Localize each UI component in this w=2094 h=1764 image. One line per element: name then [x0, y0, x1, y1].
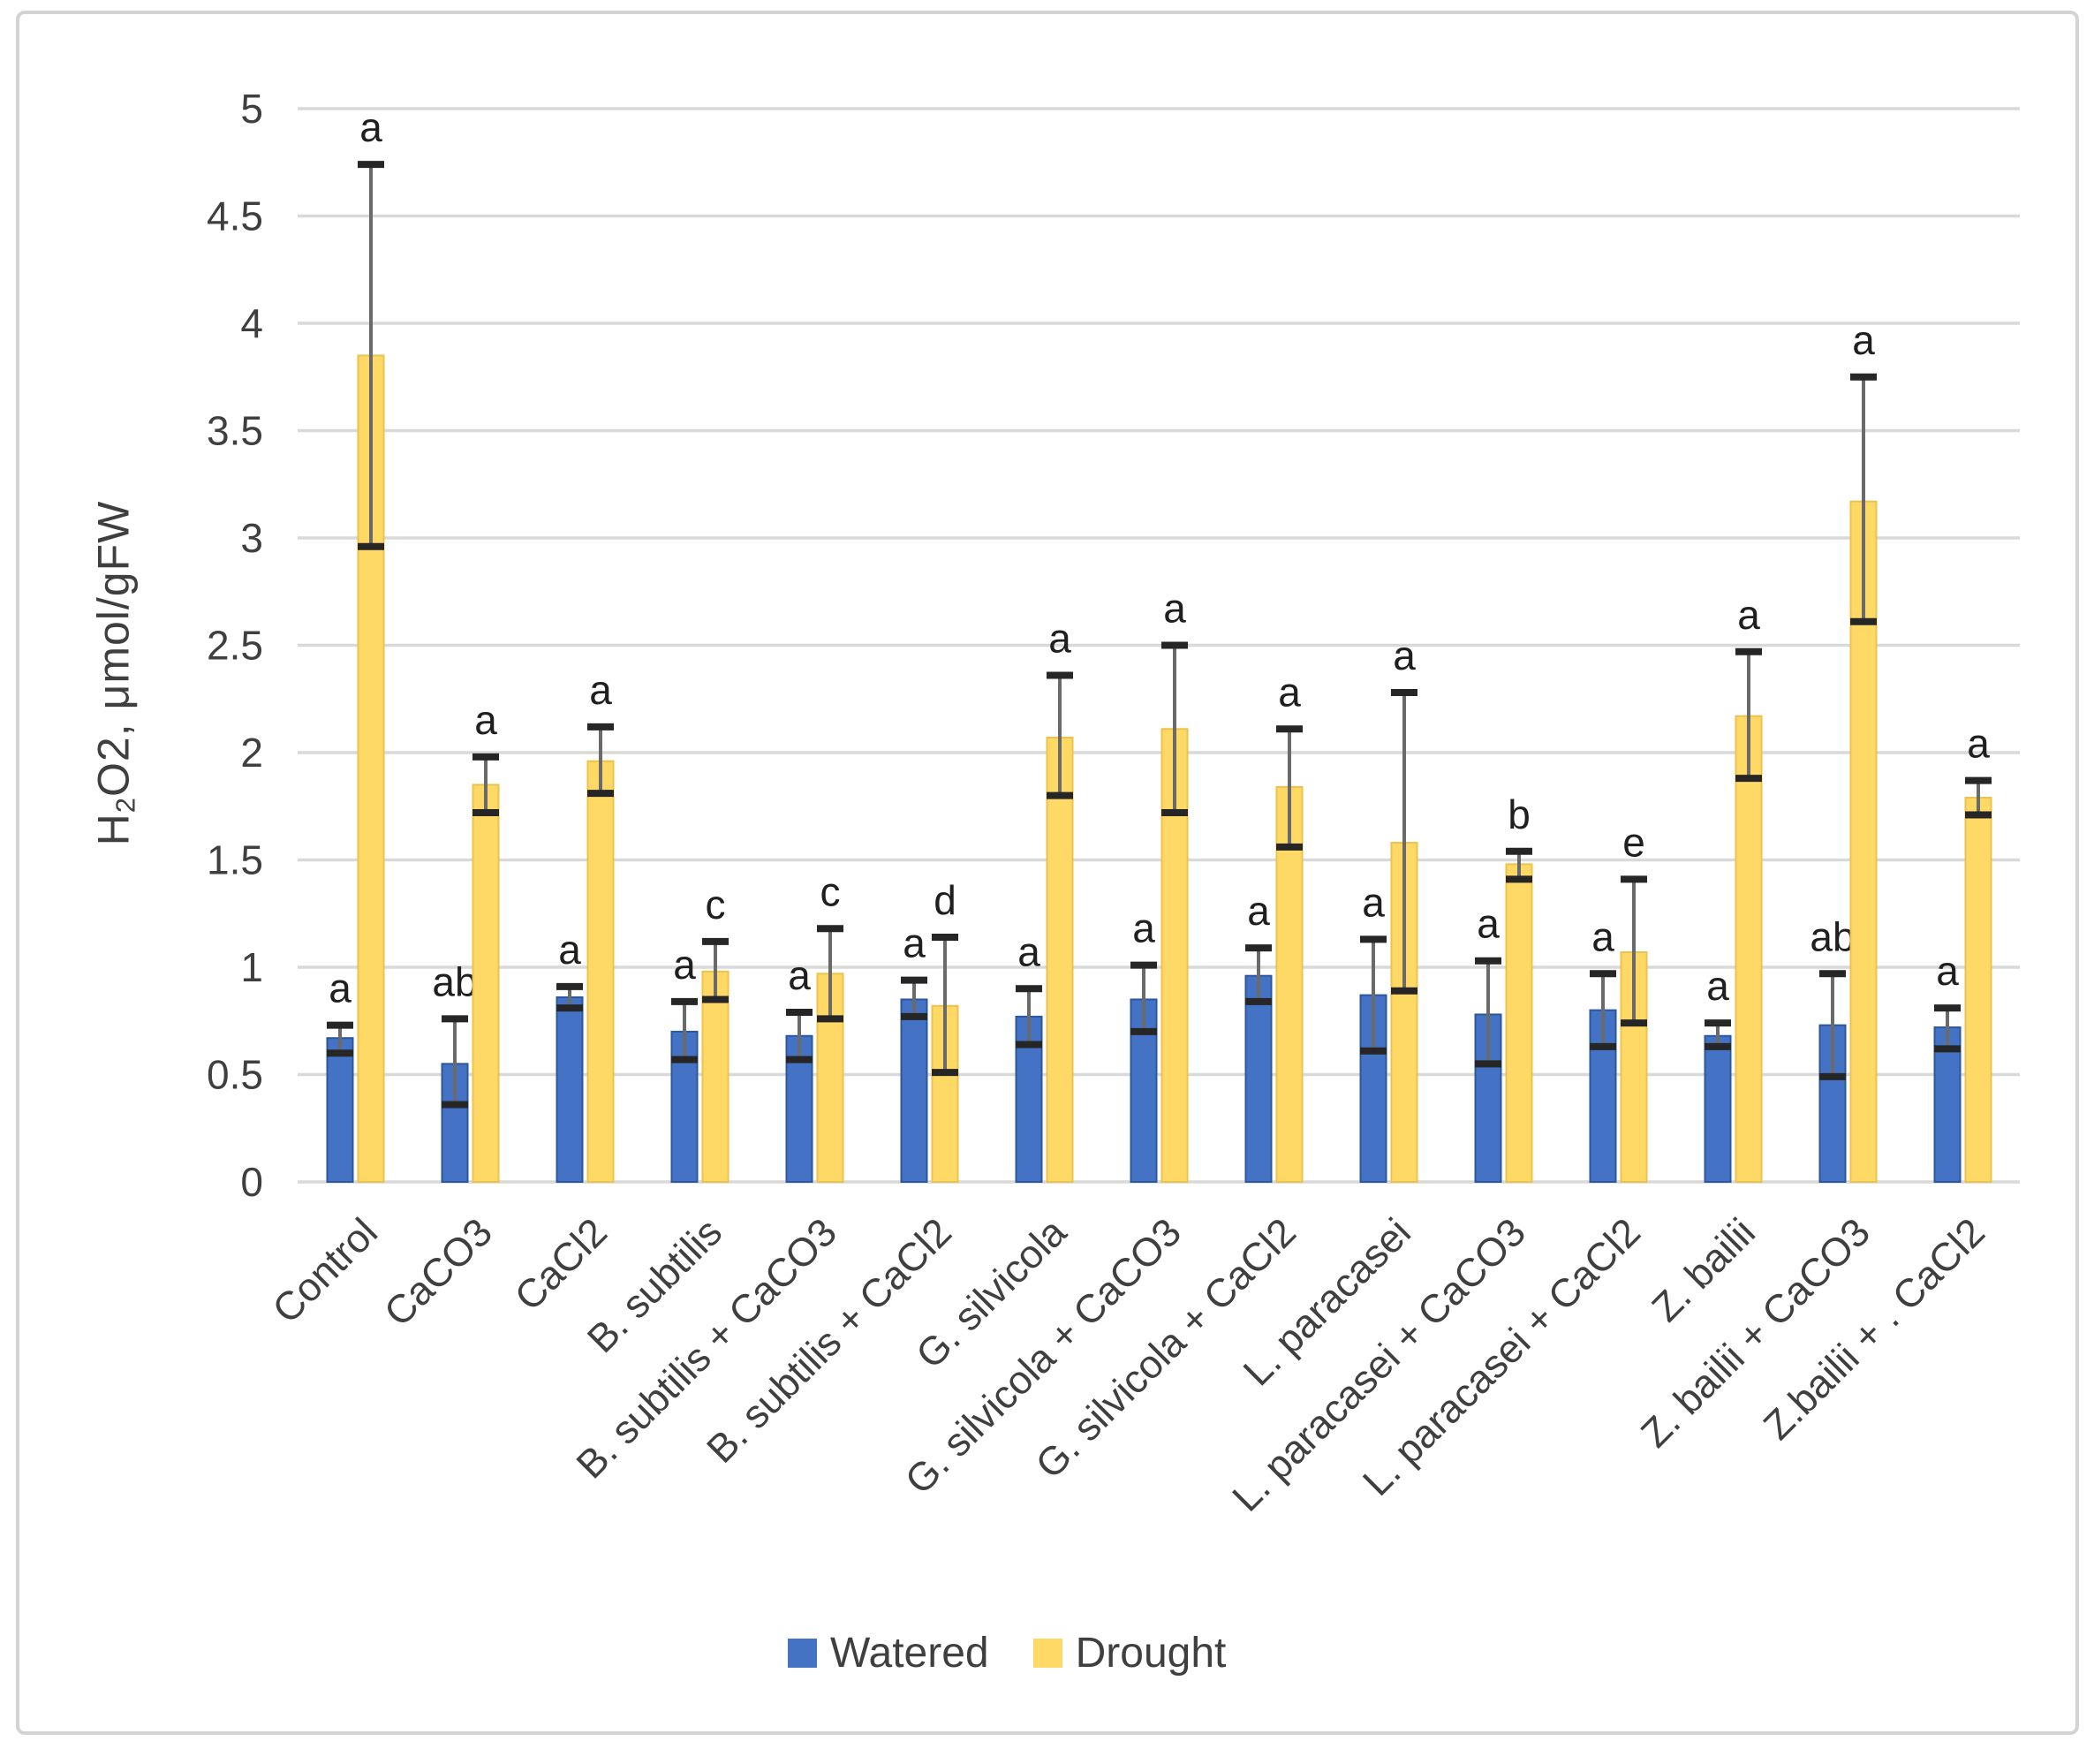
- bar-drought: [1735, 715, 1763, 1183]
- y-tick-label: 0: [240, 1159, 263, 1205]
- significance-letter: a: [903, 920, 926, 966]
- bar-watered: [1704, 1034, 1732, 1184]
- bar-watered: [1244, 974, 1273, 1183]
- significance-letter: a: [1591, 913, 1614, 959]
- legend-item-watered: Watered: [788, 1629, 989, 1677]
- y-tick-label: 3: [240, 515, 263, 561]
- y-axis-title: H2O2, μmol/gFW: [88, 501, 142, 846]
- significance-letter: a: [329, 965, 352, 1011]
- significance-letter: a: [1362, 879, 1385, 925]
- significance-letter: a: [1936, 948, 1959, 994]
- bar-drought: [701, 970, 729, 1183]
- bar-drought: [1046, 736, 1074, 1183]
- significance-letter: d: [934, 877, 956, 923]
- y-tick-label: 5: [240, 86, 263, 132]
- bar-drought: [472, 784, 500, 1183]
- significance-letter: a: [1247, 888, 1270, 934]
- significance-letter: a: [1163, 586, 1186, 632]
- y-tick-label: 1: [240, 944, 263, 990]
- significance-letter: a: [1017, 928, 1040, 974]
- significance-letter: a: [1737, 592, 1760, 638]
- significance-letter: a: [1393, 632, 1416, 678]
- significance-letter: a: [1477, 901, 1500, 947]
- y-tick-label: 2: [240, 730, 263, 776]
- significance-letter: a: [1852, 317, 1875, 363]
- legend-label-watered: Watered: [830, 1630, 989, 1677]
- y-tick-label: 4.5: [207, 193, 263, 239]
- significance-letter: a: [1278, 669, 1301, 715]
- bar-watered: [326, 1037, 354, 1183]
- significance-letter: a: [1132, 905, 1155, 951]
- bar-drought: [1964, 797, 1992, 1184]
- y-tick-label: 2.5: [207, 623, 263, 669]
- y-tick-label: 1.5: [207, 837, 263, 883]
- x-category-label: CaCO3: [375, 1209, 501, 1335]
- y-tick-label: 0.5: [207, 1052, 263, 1098]
- y-axis-title-subscript: 2: [110, 796, 141, 814]
- significance-letter: a: [474, 697, 497, 743]
- bar-watered: [900, 998, 928, 1183]
- significance-letter: ab: [432, 958, 477, 1004]
- y-tick-label: 4: [240, 300, 263, 346]
- bar-drought: [1275, 785, 1304, 1183]
- significance-letter: a: [1706, 963, 1729, 1009]
- significance-letter: a: [1048, 616, 1071, 662]
- significance-letter: ab: [1810, 913, 1855, 959]
- y-axis-title-rest: O2, μmol/gFW: [88, 500, 139, 797]
- significance-letter: a: [673, 942, 696, 988]
- bar-drought: [586, 760, 615, 1183]
- watered-swatch-icon: [788, 1639, 817, 1668]
- x-category-label: Control: [263, 1209, 386, 1332]
- legend: Watered Drought: [788, 1629, 1226, 1677]
- drought-swatch-icon: [1032, 1639, 1062, 1668]
- y-axis-title-base: H: [88, 813, 139, 846]
- significance-letter: c: [706, 882, 726, 927]
- significance-letter: a: [1967, 721, 1990, 767]
- y-tick-label: 3.5: [207, 408, 263, 454]
- significance-letter: a: [558, 927, 581, 973]
- significance-letter: a: [589, 667, 612, 713]
- bar-watered: [556, 996, 584, 1184]
- significance-letter: b: [1508, 791, 1531, 837]
- bar-drought: [1505, 863, 1533, 1183]
- legend-label-drought: Drought: [1075, 1630, 1227, 1677]
- x-category-label: CaCl2: [506, 1209, 616, 1319]
- significance-letter: a: [359, 104, 382, 150]
- significance-letter: c: [820, 868, 841, 914]
- significance-letter: e: [1622, 819, 1645, 865]
- significance-letter: a: [788, 952, 811, 998]
- legend-item-drought: Drought: [1032, 1629, 1227, 1677]
